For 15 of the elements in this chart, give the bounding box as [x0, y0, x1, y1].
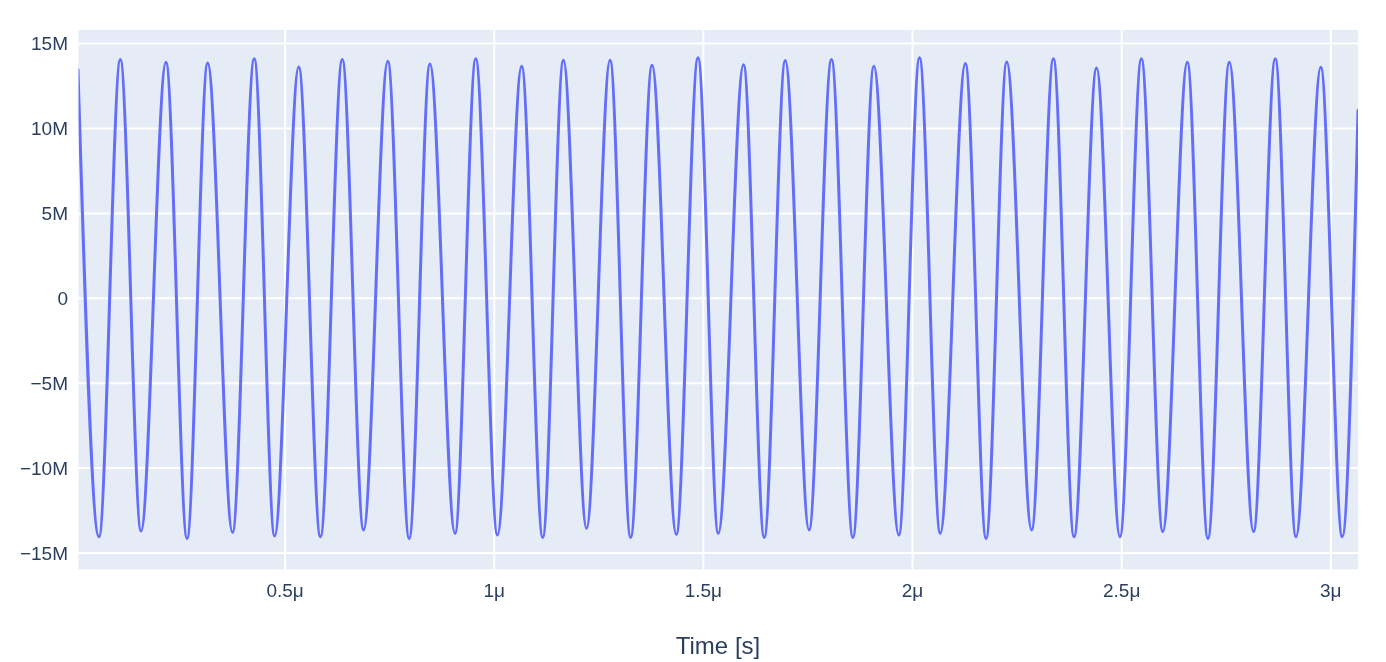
line-series	[78, 56, 1358, 540]
y-tick-label: −10M	[19, 457, 68, 479]
x-tick-label: 3μ	[1320, 580, 1342, 602]
y-tick-label: 0	[57, 288, 68, 310]
x-tick-label: 1.5μ	[684, 580, 723, 602]
y-tick-label: 10M	[31, 118, 68, 140]
y-tick-label: 15M	[31, 33, 68, 55]
x-tick-label: 1μ	[483, 580, 506, 602]
y-tick-label: −15M	[19, 542, 68, 564]
y-tick-label: 5M	[41, 203, 68, 225]
x-axis-title: Time [s]	[675, 632, 761, 659]
y-tick-label: −5M	[30, 372, 68, 394]
x-tick-label: 2μ	[901, 580, 924, 602]
x-tick-label: 2.5μ	[1102, 580, 1141, 602]
x-tick-label: 0.5μ	[266, 580, 304, 602]
